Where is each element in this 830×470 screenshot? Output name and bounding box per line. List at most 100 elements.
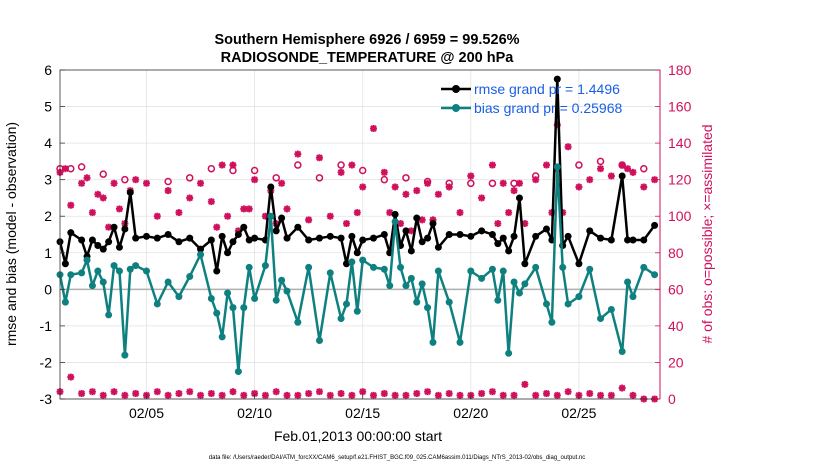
bias-point [142,267,150,275]
rmse-point [197,245,205,253]
obs-count-point [78,390,86,398]
obs-possible-point [358,166,367,175]
y-tick-label: -3 [40,391,53,407]
bias-point [413,298,421,306]
bias-point [488,265,496,273]
axes: -3 -2 -1 0 1 2 3 4 5 6 02/05 02/10 02/15 02/20 02/25 0 2… [40,62,692,421]
rmse-point [240,223,248,231]
obs-assimilated-point [456,209,464,217]
bias-point [294,318,302,326]
rmse-point [153,234,161,242]
obs-assimilated-point [175,209,183,217]
rmse-point [99,245,107,253]
obs-assimilated-point [532,176,540,184]
y-tick-label: 1 [44,245,52,261]
bias-point [397,263,405,271]
rmse-point [510,232,518,240]
rmse-point [624,236,632,244]
obs-assimilated-point [629,168,637,176]
obs-assimilated-point [315,154,323,162]
rmse-point [61,260,69,268]
rmse-point [515,194,523,202]
bias-point [407,274,415,282]
rmse-point [359,236,367,244]
rmse-point [429,220,437,228]
bias-point [153,300,161,308]
obs-assimilated-point [499,179,507,187]
obs-count-point [553,391,561,399]
obs-count-point [315,388,323,396]
rmse-point [294,223,302,231]
y2-tick-label: 60 [668,281,684,297]
obs-assimilated-point [326,212,334,220]
y2-tick-label: 20 [668,354,684,370]
y-tick-label: 0 [44,281,52,297]
obs-count-point [132,390,140,398]
rmse-point [651,221,659,229]
obs-count-point [434,391,442,399]
obs-assimilated-point [110,179,118,187]
rmse-point [445,231,453,238]
obs-assimilated-point [348,161,356,169]
bias-point [261,262,269,270]
rmse-point [478,227,486,235]
rmse-point [186,234,194,242]
obs-count-point [121,391,129,399]
bias-point [83,256,91,264]
bias-point [121,351,129,359]
obs-count-point [272,388,280,396]
bias-point [564,300,572,308]
bias-point [326,269,334,277]
obs-assimilated-point [386,209,394,217]
rmse-point [499,234,507,242]
bias-point [391,218,399,226]
obs-possible-point [272,174,280,182]
rmse-point [164,231,172,238]
bias-point [115,267,123,275]
rmse-point [78,236,86,244]
obs-assimilated-point [224,212,232,220]
bias-point [94,267,102,275]
obs-count-point [110,388,118,396]
bias-point [229,304,237,312]
bias-point [267,212,275,220]
obs-assimilated-point [402,190,410,198]
bias-point [251,294,259,302]
obs-assimilated-point [251,176,259,184]
rmse-point [213,267,221,275]
bias-point [521,280,529,288]
bias-point [197,251,205,259]
obs-assimilated-point [542,161,550,169]
obs-assimilated-point [505,209,513,217]
obs-count-point [391,391,399,399]
bias-point [575,293,583,301]
obs-count-point [294,391,302,399]
y-tick-label: 6 [44,62,52,78]
obs-assimilated-point [515,179,523,187]
obs-count-point [607,391,615,399]
obs-possible-point [99,170,107,178]
bias-point [337,315,345,323]
rmse-point [234,231,242,238]
obs-assimilated-point [624,165,632,173]
bias-point [542,300,550,308]
obs-possible-point [596,157,605,166]
obs-count-point [499,391,507,399]
y2-tick-label: 0 [668,391,676,407]
y-tick-label: 5 [44,99,52,115]
bias-point [186,273,194,281]
y2-tick-label: 180 [668,62,692,78]
obs-assimilated-point [434,190,442,198]
legend: rmse grand pr = 1.4496 bias grand pr = 0… [441,81,622,116]
bias-point [418,280,426,288]
obs-assimilated-point [397,220,405,228]
rmse-point [121,225,129,233]
obs-count-point [337,390,345,398]
obs-assimilated-point [380,168,388,176]
bias-point [126,265,134,273]
obs-assimilated-point [213,223,221,231]
obs-assimilated-point [359,183,367,191]
bias-point [348,258,356,266]
obs-count-point [283,391,291,399]
obs-count-point [240,391,248,399]
